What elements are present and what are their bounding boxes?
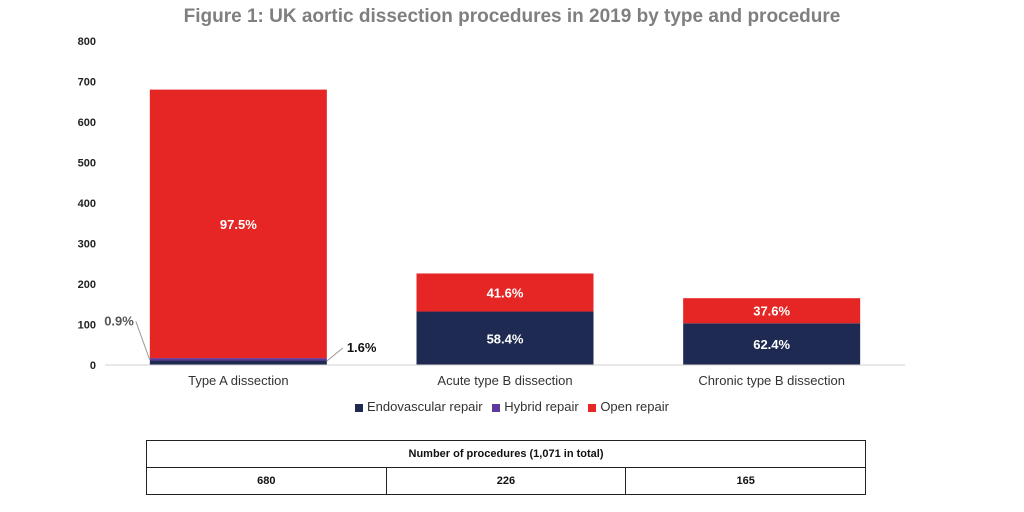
legend-label: Endovascular repair xyxy=(367,399,483,414)
data-label: 62.4% xyxy=(753,337,790,352)
y-tick-label: 100 xyxy=(78,320,96,332)
legend-item-hybrid: Hybrid repair xyxy=(492,399,579,414)
legend-swatch-hybrid xyxy=(492,403,501,412)
y-tick-label: 400 xyxy=(78,198,96,210)
legend-label: Open repair xyxy=(600,399,669,414)
procedure-count-table: Number of procedures (1,071 in total) 68… xyxy=(146,440,866,495)
data-label: 37.6% xyxy=(753,304,790,319)
y-tick-label: 0 xyxy=(90,360,96,372)
data-label: 0.9% xyxy=(104,313,134,328)
bar-segment xyxy=(149,360,327,365)
x-axis: Type A dissection Acute type B dissection… xyxy=(105,364,905,388)
data-label: 1.6% xyxy=(347,340,377,355)
table-cell: 226 xyxy=(385,467,627,495)
bar-segment xyxy=(683,298,861,324)
legend-swatch-endovascular xyxy=(355,403,364,412)
y-tick-label: 300 xyxy=(78,239,96,251)
table-cell: 680 xyxy=(146,467,387,495)
bar-segment xyxy=(149,358,327,361)
x-tick-label: Acute type B dissection xyxy=(437,373,572,388)
legend-swatch-open xyxy=(588,403,597,412)
stacked-bar-chart: 0 100 200 300 400 500 600 700 800 1.6% 0.9% 97.5% 5… xyxy=(78,36,905,388)
legend-item-open: Open repair xyxy=(588,399,669,414)
legend-label: Hybrid repair xyxy=(504,399,579,414)
bar-segment xyxy=(416,311,594,365)
x-tick-label: Chronic type B dissection xyxy=(698,373,845,388)
y-tick-label: 700 xyxy=(78,77,96,89)
y-tick-label: 200 xyxy=(78,279,96,291)
y-tick-label: 600 xyxy=(78,117,96,129)
leader-line xyxy=(135,321,151,361)
data-label: 97.5% xyxy=(220,217,257,232)
leader-line xyxy=(326,347,344,362)
legend-item-endovascular: Endovascular repair xyxy=(355,399,483,414)
bars: 1.6% 0.9% 97.5% 58.4% 41.6% 62.4% 37.6% xyxy=(104,89,861,365)
chart-title: Figure 1: UK aortic dissection procedure… xyxy=(183,6,841,27)
data-label: 58.4% xyxy=(487,331,524,346)
table-row: 680 226 165 xyxy=(146,467,866,495)
legend: Endovascular repair Hybrid repair Open r… xyxy=(0,399,1024,414)
table-cell: 165 xyxy=(625,467,866,495)
y-tick-label: 800 xyxy=(78,36,96,48)
y-tick-label: 500 xyxy=(78,158,96,170)
y-axis: 0 100 200 300 400 500 600 700 800 xyxy=(78,36,96,372)
data-label: 41.6% xyxy=(487,286,524,301)
table-header-row: Number of procedures (1,071 in total) xyxy=(146,440,866,468)
x-tick-label: Type A dissection xyxy=(188,373,288,388)
bar-segment xyxy=(416,273,594,312)
bar-segment xyxy=(149,89,327,359)
bar-segment xyxy=(683,323,861,365)
table-header: Number of procedures (1,071 in total) xyxy=(146,440,866,468)
